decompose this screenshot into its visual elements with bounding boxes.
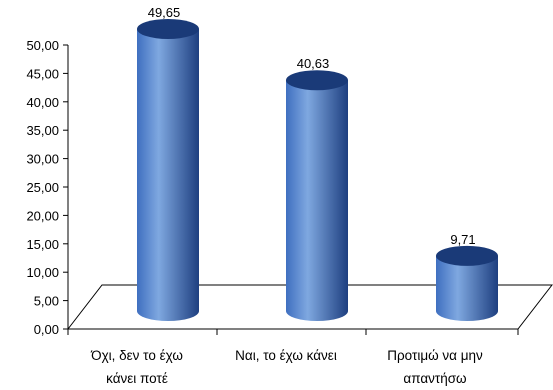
y-tick-label: 30,00 [26,152,59,167]
category-label-line: Όχι, δεν το έχω [90,348,183,363]
y-tick-label: 35,00 [26,123,59,138]
category-label-line: κάνει ποτέ [106,371,168,386]
category-label: Όχι, δεν το έχω κάνει ποτέ [90,348,183,386]
category-label-line: απαντήσω [403,371,466,386]
y-tick-label: 20,00 [26,208,59,223]
bar [286,70,348,321]
y-tick-label: 10,00 [26,265,59,280]
y-tick-label: 15,00 [26,237,59,252]
y-axis-ticks: 0,00 5,00 10,00 15,00 20,00 25,00 30,00 35,00 40… [26,38,68,337]
bar-series [137,18,498,321]
bar-top [137,18,199,39]
category-label: Προτιμώ να μην απαντήσω [387,348,483,386]
y-tick-label: 40,00 [26,95,59,110]
bar-top [286,70,348,91]
bar-body [436,255,498,321]
y-tick-label: 25,00 [26,180,59,195]
bar-body [137,28,199,321]
y-tick-label: 45,00 [26,66,59,81]
bar-top [436,245,498,266]
data-label: 9,71 [450,232,475,247]
data-label: 40,63 [297,56,330,71]
bar [436,245,498,321]
data-label: 49,65 [148,5,181,20]
data-labels: 49,65 40,63 9,71 [148,5,476,247]
bar [137,18,199,321]
category-label: Ναι, το έχω κάνει [235,348,337,363]
category-label-line: Ναι, το έχω κάνει [235,348,337,363]
category-label-line: Προτιμώ να μην [387,348,483,363]
chart-floor [67,284,553,330]
bar-body [286,80,348,321]
category-labels: Όχι, δεν το έχω κάνει ποτέ Ναι, το έχω κάν… [90,348,483,386]
y-tick-label: 5,00 [34,294,59,309]
y-tick-label: 0,00 [34,322,59,337]
y-tick-label: 50,00 [26,38,59,53]
